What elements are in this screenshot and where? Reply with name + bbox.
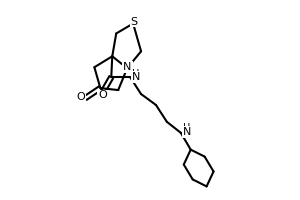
Text: H: H bbox=[132, 69, 140, 79]
Text: N: N bbox=[123, 62, 132, 72]
Text: H: H bbox=[183, 123, 190, 133]
Text: N: N bbox=[183, 127, 191, 137]
Text: O: O bbox=[98, 90, 107, 100]
Text: N: N bbox=[132, 72, 140, 82]
Text: S: S bbox=[130, 17, 138, 27]
Text: O: O bbox=[77, 92, 85, 102]
